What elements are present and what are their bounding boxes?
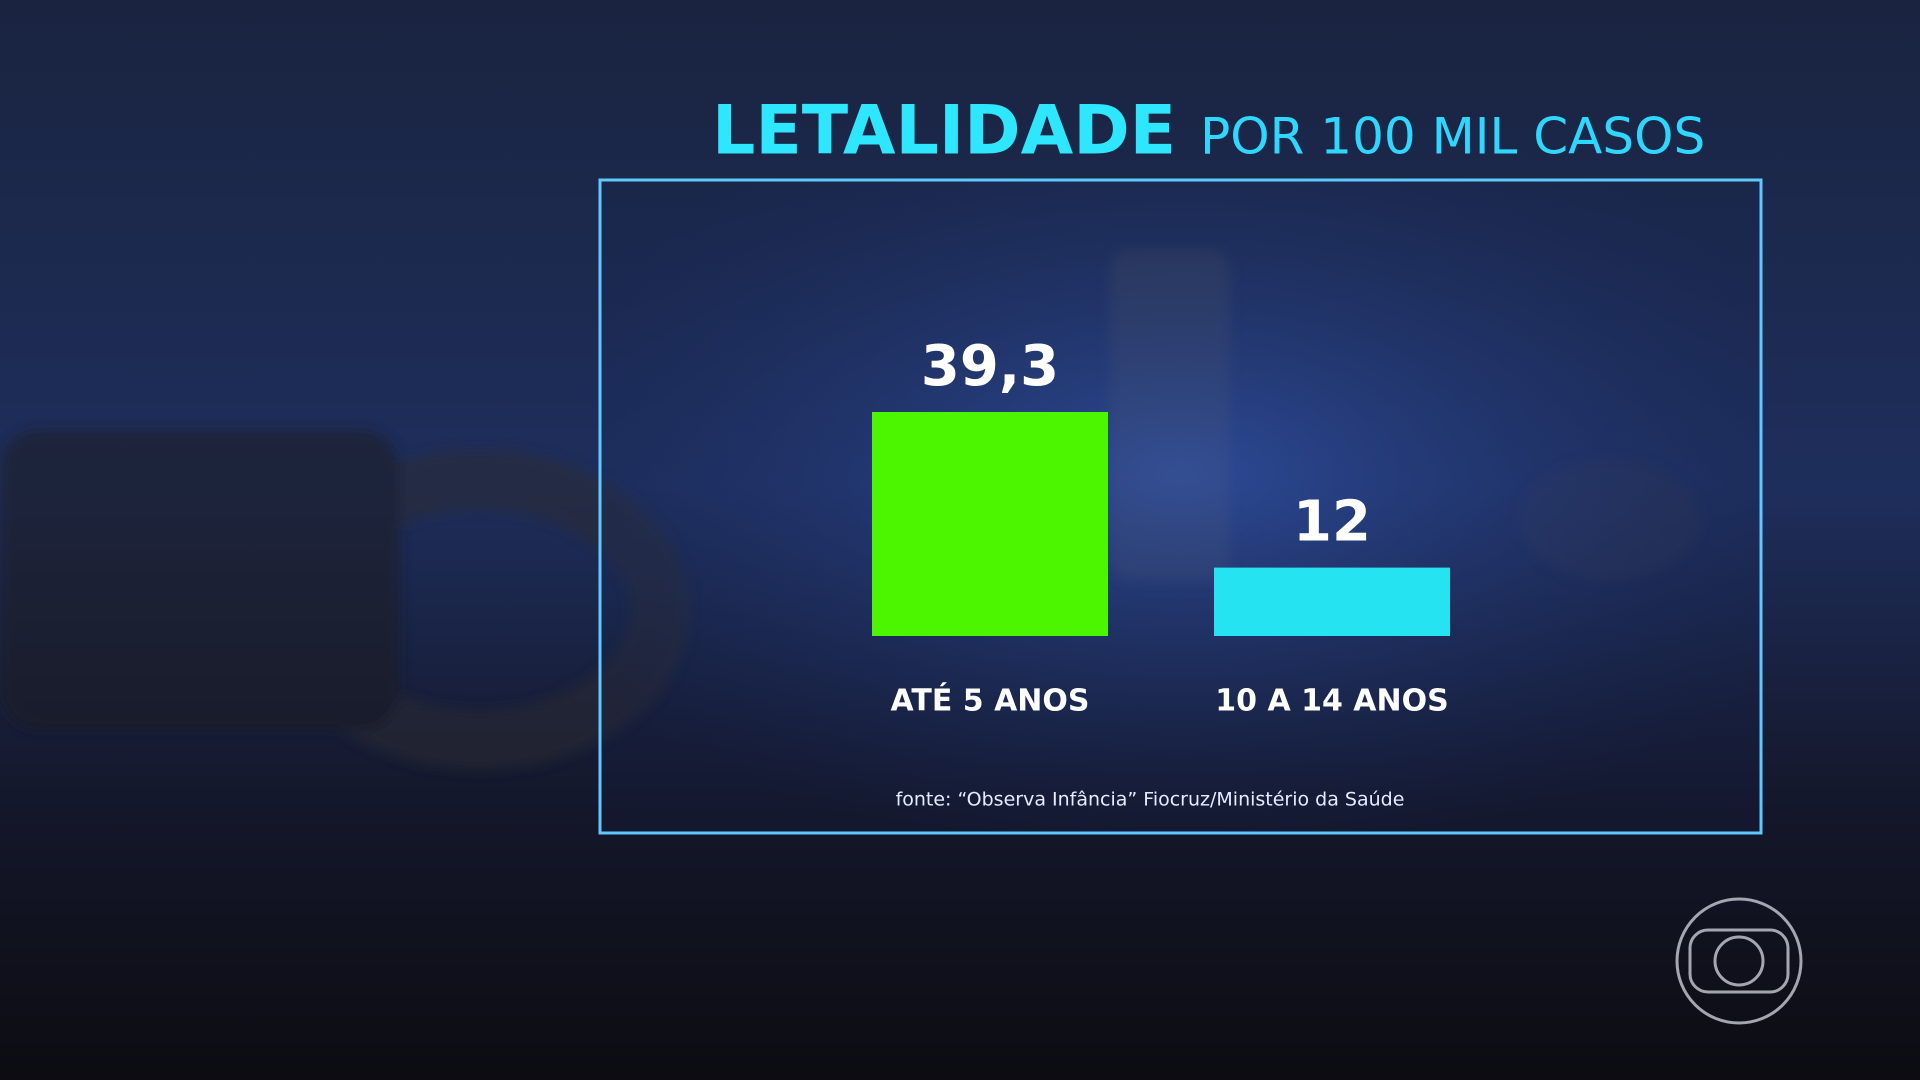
source-note: fonte: “Observa Infância” Fiocruz/Minist…	[896, 789, 1405, 811]
chart-title: LETALIDADE	[712, 92, 1176, 171]
category-label: 10 A 14 ANOS	[1215, 684, 1448, 719]
chart-panel	[598, 178, 1763, 835]
broadcaster-logo	[1675, 897, 1803, 1025]
chart-subtitle: POR 100 MIL CASOS	[1200, 108, 1705, 166]
bar	[872, 412, 1108, 636]
category-label: ATÉ 5 ANOS	[890, 683, 1089, 719]
value-label: 39,3	[921, 334, 1059, 399]
bar	[1214, 567, 1450, 636]
value-label: 12	[1293, 490, 1371, 555]
